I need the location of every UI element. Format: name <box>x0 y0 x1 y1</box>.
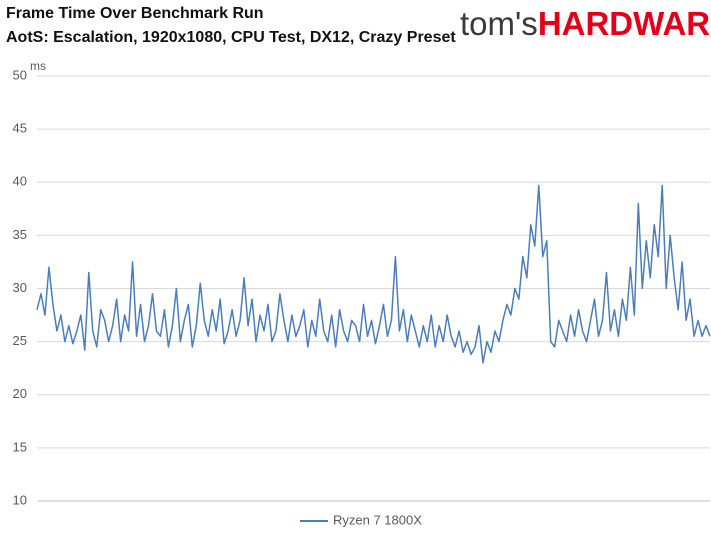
y-tick-label: 35 <box>13 227 27 242</box>
y-tick-label: 20 <box>13 386 27 401</box>
logo-prefix: tom's <box>460 5 538 42</box>
logo-suffix: HARDWARE <box>538 5 711 42</box>
y-axis-label: ms <box>30 59 46 73</box>
y-tick-label: 25 <box>13 333 27 348</box>
y-tick-label: 15 <box>13 439 27 454</box>
chart-subtitle: AotS: Escalation, 1920x1080, CPU Test, D… <box>6 29 456 46</box>
logo: tom'sHARDWARE <box>460 5 711 42</box>
data-line <box>36 184 711 364</box>
chart-title: Frame Time Over Benchmark Run <box>6 5 264 22</box>
y-tick-label: 40 <box>13 174 27 189</box>
y-tick-label: 10 <box>13 492 27 507</box>
legend-label: Ryzen 7 1800X <box>333 512 422 527</box>
y-tick-label: 30 <box>13 280 27 295</box>
y-tick-label: 50 <box>13 67 27 82</box>
y-tick-label: 45 <box>13 121 27 136</box>
